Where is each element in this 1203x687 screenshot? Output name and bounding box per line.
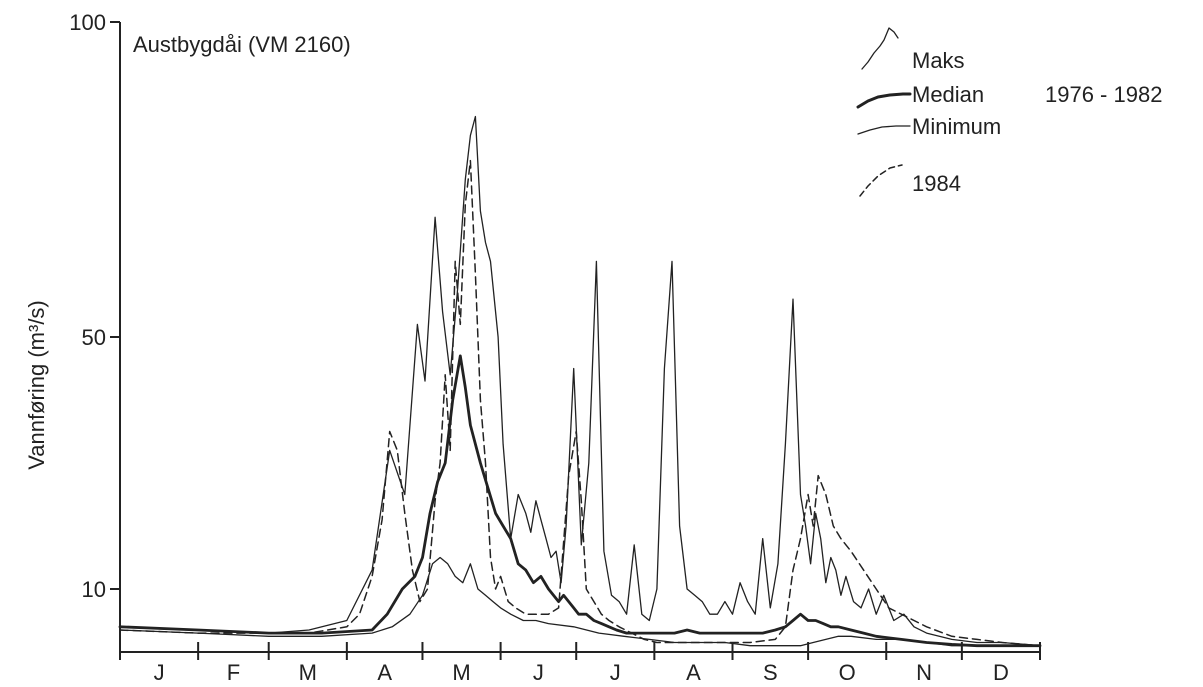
legend-sample-maks	[861, 27, 899, 70]
legend: Maks Median Minimum 1984 1976 - 1982	[856, 27, 1162, 197]
series-line-maks	[119, 115, 1041, 647]
legend-sample-1984	[859, 164, 903, 197]
legend-label-median: Median	[912, 82, 984, 107]
legend-period: 1976 - 1982	[1045, 82, 1162, 107]
series-line-minimum	[119, 556, 1041, 647]
x-tick-label: J	[533, 660, 544, 685]
series-line-median	[118, 354, 1042, 648]
x-tick-label: A	[377, 660, 392, 685]
y-tick-label: 100	[69, 10, 106, 35]
y-tick-label: 50	[82, 325, 106, 350]
series-line-1984	[119, 159, 1041, 647]
x-tick-label: A	[686, 660, 701, 685]
x-tick-label: M	[452, 660, 470, 685]
x-tick-label: J	[154, 660, 165, 685]
x-tick-label: D	[993, 660, 1009, 685]
x-tick-label: J	[610, 660, 621, 685]
y-ticks: 10 50 100	[69, 10, 120, 602]
y-tick-label: 10	[82, 577, 106, 602]
x-tick-label: F	[227, 660, 240, 685]
legend-label-minimum: Minimum	[912, 114, 1001, 139]
y-axis-label: Vannføring (m³/s)	[24, 300, 49, 470]
legend-label-maks: Maks	[912, 48, 965, 73]
series-group	[118, 115, 1042, 648]
x-tick-label: N	[916, 660, 932, 685]
x-tick-label: M	[299, 660, 317, 685]
legend-label-1984: 1984	[912, 171, 961, 196]
chart-title: Austbygdåi (VM 2160)	[133, 32, 351, 57]
chart-axes	[119, 22, 1041, 656]
legend-sample-median	[856, 92, 912, 109]
x-tick-label: O	[839, 660, 856, 685]
legend-sample-minimum	[857, 125, 911, 135]
x-tick-label: S	[763, 660, 778, 685]
